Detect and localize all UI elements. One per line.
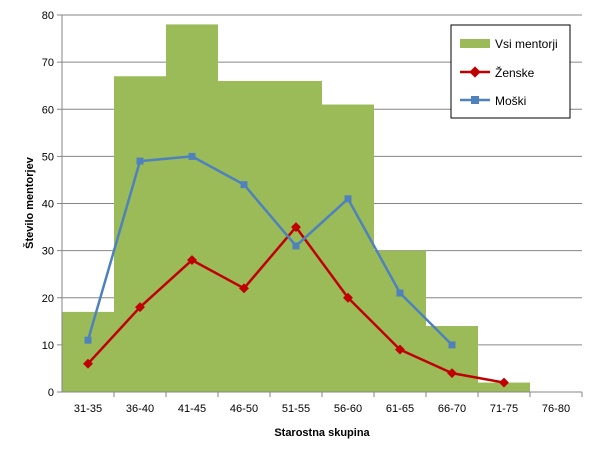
legend-label-all: Vsi mentorji bbox=[495, 37, 558, 51]
x-tick-label: 71-75 bbox=[490, 403, 518, 415]
point-square bbox=[448, 341, 456, 349]
legend-label-men: Moški bbox=[495, 94, 526, 108]
y-tick-label: 20 bbox=[42, 293, 54, 305]
point-diamond bbox=[395, 344, 405, 355]
bar-31-35 bbox=[62, 311, 114, 392]
point-square bbox=[188, 152, 196, 160]
x-tick-label: 46-50 bbox=[230, 403, 258, 415]
point-diamond bbox=[447, 368, 457, 379]
x-tick-label: 66-70 bbox=[438, 403, 466, 415]
bar-66-70 bbox=[426, 326, 478, 392]
y-tick-label: 30 bbox=[42, 246, 54, 258]
x-tick-label: 56-60 bbox=[334, 403, 362, 415]
bar-61-65 bbox=[374, 250, 426, 392]
y-tick-label: 10 bbox=[42, 340, 54, 352]
legend-label-women: Ženske bbox=[495, 65, 535, 80]
bar-56-60 bbox=[322, 104, 374, 392]
y-tick-label: 70 bbox=[42, 57, 54, 69]
point-square bbox=[344, 195, 352, 203]
point-square bbox=[396, 289, 404, 297]
point-square bbox=[240, 181, 248, 189]
line-series bbox=[83, 152, 509, 388]
y-tick-label: 0 bbox=[48, 387, 54, 399]
y-tick-label: 80 bbox=[42, 10, 54, 22]
point-square bbox=[136, 157, 144, 165]
bar-41-45 bbox=[166, 24, 218, 393]
legend-marker-men bbox=[471, 96, 479, 104]
x-axis-title: Starostna skupina bbox=[274, 427, 370, 439]
point-square bbox=[292, 242, 300, 250]
x-tick-label: 51-55 bbox=[282, 403, 310, 415]
point-diamond bbox=[291, 222, 301, 233]
y-tick-labels: 0 10 20 30 40 50 60 70 80 bbox=[42, 10, 54, 399]
bar-36-40 bbox=[114, 76, 166, 392]
point-square bbox=[84, 336, 92, 344]
x-tick-label: 41-45 bbox=[178, 403, 206, 415]
line-series-2 bbox=[86, 155, 453, 346]
point-diamond bbox=[187, 255, 197, 265]
y-tick-label: 40 bbox=[42, 199, 54, 211]
x-tick-label: 31-35 bbox=[74, 403, 102, 415]
x-tick-label: 36-40 bbox=[126, 403, 154, 415]
x-tick-label: 76-80 bbox=[542, 403, 570, 415]
legend-swatch-all bbox=[460, 39, 490, 48]
point-diamond bbox=[135, 302, 145, 313]
x-tick-label: 61-65 bbox=[386, 403, 414, 415]
y-axis-title: Število mentorjev bbox=[23, 156, 36, 249]
bar-series bbox=[62, 24, 530, 393]
y-tick-label: 50 bbox=[42, 151, 54, 163]
bar-51-55 bbox=[270, 80, 322, 392]
bar-46-50 bbox=[218, 80, 270, 392]
y-tick-label: 60 bbox=[42, 104, 54, 116]
point-diamond bbox=[343, 292, 353, 303]
point-diamond bbox=[499, 377, 509, 388]
axes bbox=[61, 15, 582, 393]
legend: Vsi mentorji Ženske Moški bbox=[450, 24, 571, 119]
x-tick-labels: 31-35 36-40 41-45 46-50 51-55 56-60 61-65 66-70… bbox=[74, 403, 570, 415]
point-diamond bbox=[239, 283, 249, 294]
